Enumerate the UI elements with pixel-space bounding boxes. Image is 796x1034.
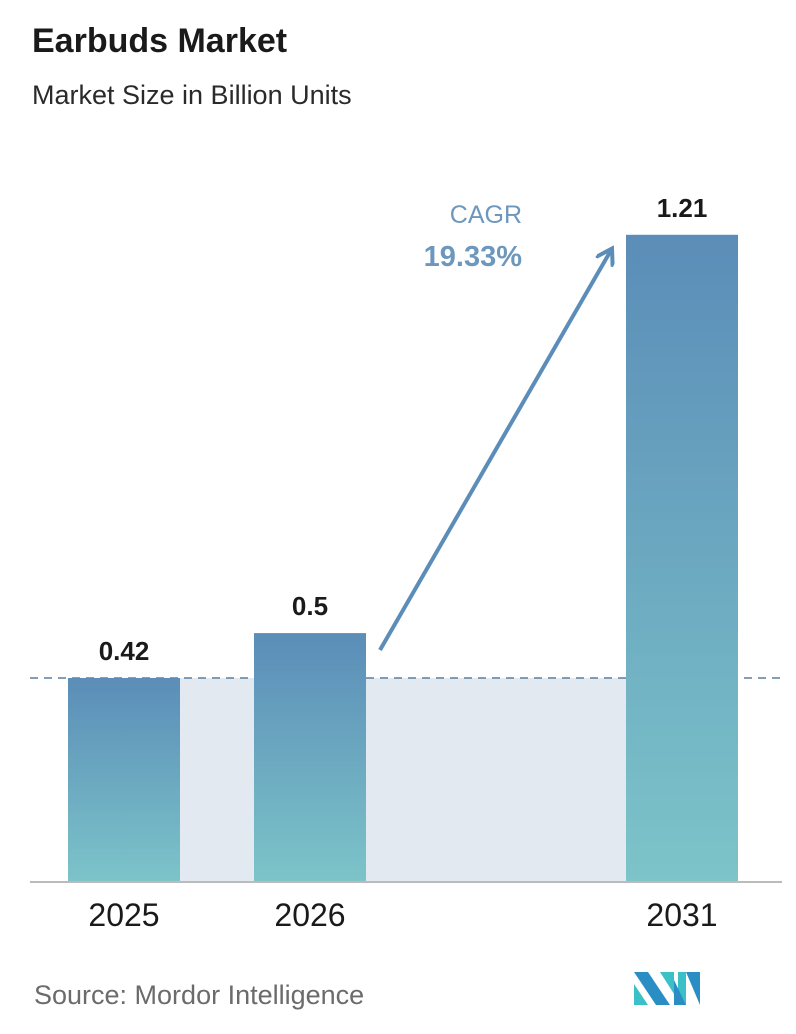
data-label: 0.42 — [99, 636, 150, 666]
x-tick-label: 2026 — [274, 897, 345, 933]
x-tick-label: 2031 — [646, 897, 717, 933]
cagr-value: 19.33% — [424, 241, 523, 273]
logo-icon — [634, 972, 700, 1005]
shaded-region — [180, 677, 254, 882]
bar-2026 — [254, 633, 366, 882]
bar-2025 — [68, 677, 180, 882]
source-note: Source: Mordor Intelligence — [34, 980, 365, 1010]
chart-subtitle: Market Size in Billion Units — [32, 80, 352, 110]
bar-2031 — [626, 234, 738, 883]
shaded-region — [366, 677, 626, 882]
cagr-arrow — [378, 252, 610, 652]
data-label: 1.21 — [657, 193, 708, 223]
x-tick-label: 2025 — [88, 897, 159, 933]
cagr-label: CAGR — [450, 201, 522, 229]
chart-title: Earbuds Market — [32, 22, 288, 60]
data-label: 0.5 — [292, 591, 328, 621]
